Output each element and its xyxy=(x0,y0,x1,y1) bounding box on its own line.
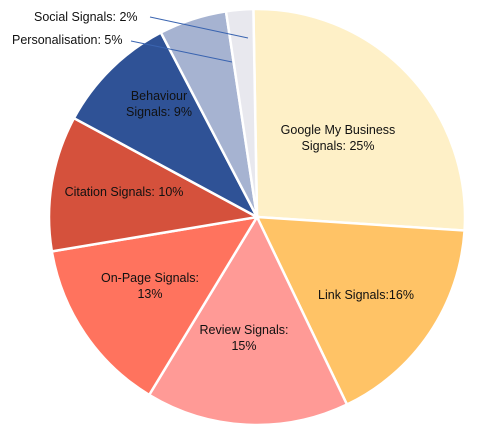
slice-label-line: 15% xyxy=(231,339,256,353)
pie-slice-google-my-business-signals xyxy=(252,7,467,232)
pie-slice-review-signals xyxy=(147,214,349,427)
slice-label-line: Social Signals: 2% xyxy=(34,10,138,24)
slice-label-line: Google My Business xyxy=(281,123,396,137)
slice-label-line: On-Page Signals: xyxy=(101,271,199,285)
slice-label-line: Review Signals: xyxy=(200,323,289,337)
slice-label-review-signals: Review Signals: 15% xyxy=(200,323,289,353)
slice-label-line: Link Signals:16% xyxy=(318,288,414,302)
pie-slice-on-page-signals xyxy=(50,215,260,397)
slice-label-google-my-business-signals: Google My Business Signals: 25% xyxy=(281,123,396,153)
slice-label-link-signals: Link Signals:16% xyxy=(318,288,414,302)
pie-slice-social-signals xyxy=(224,7,259,218)
pie-slices xyxy=(47,7,467,427)
leader-lines xyxy=(130,16,249,63)
pie-slice-citation-signals xyxy=(47,116,261,253)
slice-label-citation-signals: Citation Signals: 10% xyxy=(65,185,184,199)
slice-label-line: Signals: 9% xyxy=(126,105,192,119)
slice-label-line: Signals: 25% xyxy=(302,139,375,153)
slice-label-personalisation: Personalisation: 5% xyxy=(12,33,122,47)
slice-label-on-page-signals: On-Page Signals: 13% xyxy=(101,271,199,301)
leader-line-social-signals xyxy=(149,16,249,39)
pie-slice-behaviour-signals xyxy=(72,30,260,221)
slice-label-line: Personalisation: 5% xyxy=(12,33,122,47)
slice-label-social-signals: Social Signals: 2% xyxy=(34,10,138,24)
leader-line-personalisation xyxy=(130,40,233,63)
pie-slice-link-signals xyxy=(254,215,466,407)
slice-labels: Google My Business Signals: 25% Link Signa… xyxy=(12,10,414,353)
slice-label-line: Citation Signals: 10% xyxy=(65,185,184,199)
slice-label-line: Behaviour xyxy=(131,89,187,103)
slice-label-line: 13% xyxy=(137,287,162,301)
slice-label-behaviour-signals: Behaviour Signals: 9% xyxy=(126,89,192,119)
